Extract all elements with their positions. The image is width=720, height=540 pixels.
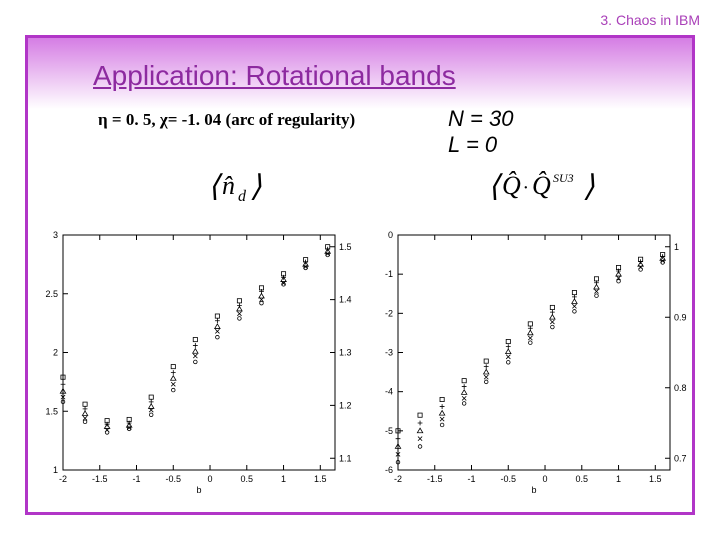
svg-text:⟩: ⟩	[250, 170, 262, 203]
nl-text: N = 30 L = 0	[448, 106, 513, 158]
svg-text:0.9: 0.9	[674, 312, 687, 322]
svg-text:1: 1	[53, 465, 58, 475]
params-text: η = 0. 5, χ= -1. 04 (arc of regularity)	[98, 110, 355, 130]
svg-text:0.5: 0.5	[576, 474, 589, 484]
svg-text:-1: -1	[468, 474, 476, 484]
svg-text:-2: -2	[385, 308, 393, 318]
svg-text:-2: -2	[394, 474, 402, 484]
svg-text:0.7: 0.7	[674, 453, 687, 463]
plot-area: -2 -1.5 -1 -0.5 0 0.5 1 1.5 1 1.5 2 2.5 3 1.1 1.2 1.3 1.…	[28, 223, 692, 507]
slide: 3. Chaos in IBM Application: Rotational …	[0, 0, 720, 540]
svg-text:⟨: ⟨	[208, 170, 223, 203]
nd-formula: ⟨ n̂ d ⟩	[208, 168, 278, 206]
svg-text:-5: -5	[385, 426, 393, 436]
svg-text:-3: -3	[385, 348, 393, 358]
expectation-qq: ⟨ Q̂ · Q̂ SU3 ⟩	[488, 168, 628, 206]
svg-text:1.3: 1.3	[339, 348, 352, 358]
svg-text:0.5: 0.5	[241, 474, 254, 484]
svg-text:1: 1	[281, 474, 286, 484]
svg-text:1.5: 1.5	[45, 406, 58, 416]
svg-text:⟩: ⟩	[583, 170, 595, 203]
n-value: N = 30	[448, 106, 513, 131]
svg-text:2: 2	[53, 348, 58, 358]
svg-text:0: 0	[543, 474, 548, 484]
svg-text:-6: -6	[385, 465, 393, 475]
svg-text:b: b	[196, 485, 201, 495]
svg-text:-0.5: -0.5	[501, 474, 517, 484]
svg-text:2.5: 2.5	[45, 289, 58, 299]
svg-text:Q̂: Q̂	[532, 171, 551, 200]
qq-formula: ⟨ Q̂ · Q̂ SU3 ⟩	[488, 168, 628, 206]
slide-frame: Application: Rotational bands η = 0. 5, …	[25, 35, 695, 515]
svg-text:SU3: SU3	[553, 171, 574, 185]
svg-text:1.5: 1.5	[314, 474, 327, 484]
expectation-nd: ⟨ n̂ d ⟩	[208, 168, 278, 206]
svg-text:-1.5: -1.5	[92, 474, 108, 484]
svg-text:b: b	[531, 485, 536, 495]
svg-text:1.5: 1.5	[339, 242, 352, 252]
svg-text:1: 1	[616, 474, 621, 484]
svg-text:-1: -1	[385, 269, 393, 279]
svg-text:-4: -4	[385, 387, 393, 397]
svg-text:0: 0	[388, 230, 393, 240]
svg-text:0.8: 0.8	[674, 383, 687, 393]
svg-text:⟨: ⟨	[488, 170, 503, 203]
slide-title: Application: Rotational bands	[93, 60, 456, 92]
svg-text:1.4: 1.4	[339, 295, 352, 305]
svg-text:-1.5: -1.5	[427, 474, 443, 484]
right-chart: -2 -1.5 -1 -0.5 0 0.5 1 1.5 -6 -5 -4 -3 -2 -1 0 0.7 0.8 0…	[363, 223, 698, 498]
svg-text:d: d	[238, 188, 247, 205]
svg-text:1.5: 1.5	[649, 474, 662, 484]
section-header: 3. Chaos in IBM	[600, 12, 700, 28]
svg-text:1.1: 1.1	[339, 453, 352, 463]
svg-text:0: 0	[208, 474, 213, 484]
l-value: L = 0	[448, 132, 497, 157]
svg-text:3: 3	[53, 230, 58, 240]
svg-text:1.2: 1.2	[339, 400, 352, 410]
svg-text:-2: -2	[59, 474, 67, 484]
svg-text:·: ·	[523, 177, 528, 199]
svg-text:1: 1	[674, 242, 679, 252]
left-chart: -2 -1.5 -1 -0.5 0 0.5 1 1.5 1 1.5 2 2.5 3 1.1 1.2 1.3 1.…	[28, 223, 363, 498]
svg-text:-0.5: -0.5	[166, 474, 182, 484]
svg-text:n̂: n̂	[222, 171, 235, 200]
svg-text:-1: -1	[133, 474, 141, 484]
svg-text:Q̂: Q̂	[502, 171, 521, 200]
